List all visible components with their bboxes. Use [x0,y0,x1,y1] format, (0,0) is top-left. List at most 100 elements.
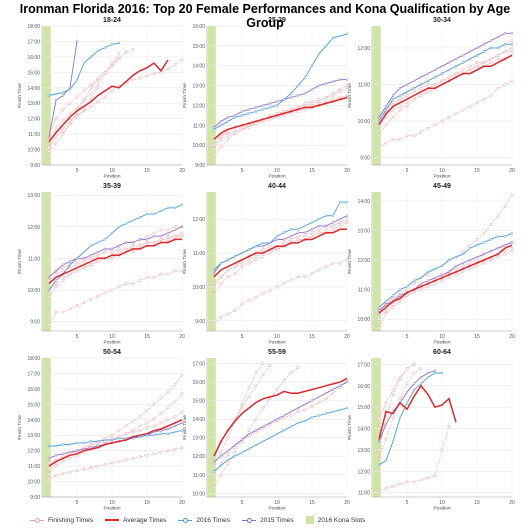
series-line-y2015 [48,41,78,138]
data-point-finishing [82,467,86,471]
x-tick-label: 5 [241,168,244,174]
data-point-finishing [219,275,223,279]
data-point-y2015 [131,241,135,244]
data-point-finishing [475,101,479,105]
data-point-finishing [398,482,402,486]
x-axis-label: Position [433,174,450,180]
data-point-finishing [447,115,451,119]
data-point-y2016 [117,437,121,440]
data-point-y2016 [345,32,349,36]
x-tick-label: 5 [406,334,409,340]
data-point-finishing [447,75,451,79]
x-tick-label: 10 [274,334,280,340]
data-point-y2016 [468,246,472,250]
data-point-finishing [268,397,272,401]
data-point-y2016 [82,250,86,254]
data-point-y2016 [324,214,328,217]
data-point-y2016 [296,421,300,425]
data-point-finishing [152,416,156,420]
data-point-y2016 [110,43,114,46]
series-line-y2016 [48,204,183,291]
data-point-finishing [212,147,216,151]
data-point-y2016 [254,244,258,248]
data-point-y2015 [275,238,279,241]
data-point-finishing [47,294,51,298]
data-point-y2016 [268,241,272,245]
data-point-finishing [226,452,230,456]
data-point-finishing [384,311,388,315]
data-point-finishing [173,225,177,229]
series-line-finishing [48,87,99,149]
data-point-y2016 [398,94,402,97]
data-point-finishing [426,83,430,86]
panel-title: 35-39 [103,183,121,190]
data-point-finishing [180,269,184,273]
data-point-finishing [405,101,409,105]
data-point-finishing [240,127,244,131]
data-point-finishing [61,129,65,133]
data-point-y2016 [482,50,486,53]
chart-panel-35-39: 35-39 9:00 10:00 11:00 12:00 13:00 5 10 15 20 Posi… [17,183,185,346]
y-tick-label: 14:00 [357,427,370,433]
data-point-finishing [247,395,251,399]
x-tick-label: 20 [179,500,185,506]
data-point-finishing [180,410,184,414]
data-point-y2016 [440,72,444,75]
data-point-y2016 [391,440,395,443]
data-point-y2015 [68,450,72,454]
data-point-finishing [489,61,493,65]
data-point-y2016 [440,264,444,268]
data-point-finishing [510,246,514,250]
data-point-y2016 [219,124,223,127]
series-line-y2015 [378,32,512,118]
data-point-y2015 [503,243,507,247]
data-point-finishing [233,271,237,275]
data-point-finishing [54,117,58,121]
data-point-y2015 [240,438,244,441]
data-point-y2015 [454,264,458,268]
data-point-y2015 [440,273,444,277]
data-point-finishing [405,480,409,484]
data-point-finishing [68,123,72,127]
data-point-finishing [398,97,402,101]
y-tick-label: 10:00 [192,285,205,291]
data-point-finishing [47,323,51,327]
data-point-y2016 [412,279,416,282]
data-point-y2015 [489,249,493,253]
y-tick-label: 12:00 [357,469,370,475]
data-point-finishing [461,68,465,72]
data-point-finishing [503,252,507,256]
data-point-y2016 [331,36,335,40]
data-point-y2016 [233,255,237,258]
data-point-y2015 [475,255,479,259]
data-point-finishing [138,455,142,459]
data-point-finishing [212,143,216,147]
x-tick-label: 20 [509,500,515,506]
data-point-finishing [398,299,402,303]
data-point-y2015 [345,380,349,384]
data-point-finishing [412,134,416,138]
kona-slot-band [43,192,51,331]
data-point-finishing [54,282,58,286]
data-point-y2016 [240,114,244,117]
data-point-finishing [282,282,286,285]
data-point-finishing [240,302,244,306]
series-line-finishing [378,242,513,311]
kona-slot-band [43,26,51,165]
data-point-finishing [412,291,416,295]
data-point-finishing [75,260,79,263]
data-point-y2015 [426,279,430,282]
data-point-y2016 [82,441,86,445]
y-tick-label: 14:00 [27,418,40,424]
data-point-y2015 [510,241,514,244]
data-point-y2015 [138,238,142,241]
y-tick-label: 12:00 [192,217,205,223]
data-point-finishing [173,415,177,419]
panel-title: 30-34 [433,17,451,24]
data-point-finishing [398,105,402,108]
data-point-finishing [226,462,230,466]
data-point-finishing [219,315,223,319]
data-point-y2015 [317,395,321,399]
data-point-y2015 [475,46,479,50]
data-point-y2016 [159,432,163,435]
